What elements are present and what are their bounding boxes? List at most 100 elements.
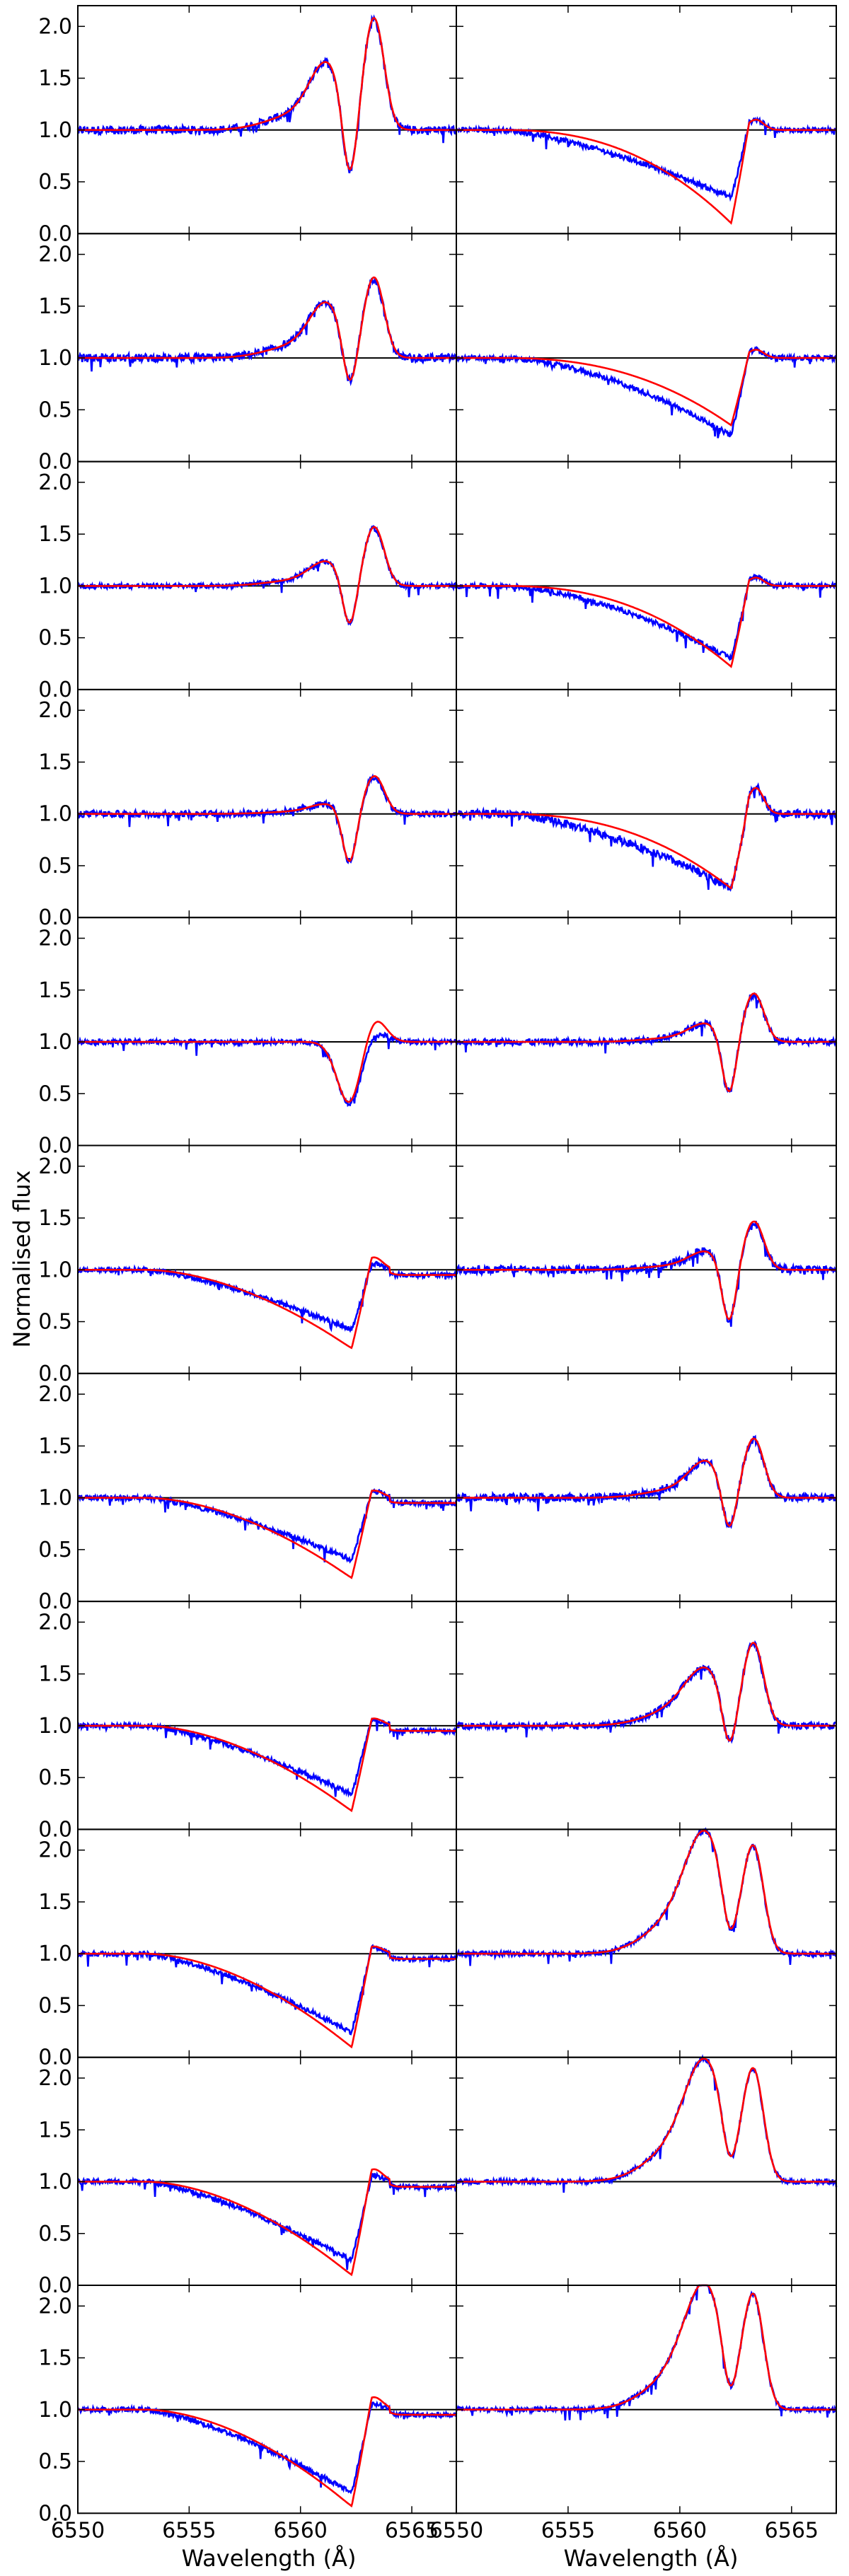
y-tick-label: 0.0 (38, 678, 72, 702)
model-spectrum-line (78, 1945, 456, 2049)
panel-r6-c0: 0.0 0.5 1.0 1.5 2.0 (38, 1372, 458, 1614)
model-spectrum-line (456, 576, 836, 668)
panel-frame (77, 1601, 457, 1831)
panel-frame (456, 688, 837, 919)
panel-frame (77, 1144, 457, 1374)
y-tick-label: 1.0 (38, 802, 72, 827)
y-tick-label: 0.5 (38, 398, 72, 422)
panel-r7-c0: 0.0 0.5 1.0 1.5 2.0 (38, 1601, 457, 1842)
y-tick-label: 1.0 (38, 2398, 72, 2423)
panel-frame (456, 2285, 837, 2514)
y-tick-label: 1.5 (38, 1662, 72, 1687)
observed-spectrum-line (76, 2171, 458, 2270)
y-tick-label: 1.0 (38, 2170, 72, 2195)
y-tick-label: 1.0 (38, 1030, 72, 1055)
observed-spectrum-line (455, 573, 838, 661)
model-spectrum-line (78, 276, 456, 381)
panel-frame (77, 688, 457, 919)
y-tick-label: 0.5 (38, 1310, 72, 1335)
model-spectrum-line (456, 787, 836, 890)
y-tick-label: 1.0 (38, 1942, 72, 1966)
panel-r3-c1 (455, 688, 837, 919)
y-tick-label: 0.0 (38, 1362, 72, 1386)
panel-frame (77, 1828, 457, 2058)
y-tick-label: 2.0 (38, 470, 72, 495)
y-tick-label: 0.0 (38, 221, 72, 246)
y-tick-label: 0.0 (38, 2273, 72, 2298)
panel-frame (456, 917, 837, 1147)
y-tick-label: 0.0 (38, 1589, 72, 1614)
y-tick-label: 0.0 (38, 905, 72, 930)
y-tick-label: 1.5 (38, 1434, 72, 1458)
model-spectrum-line (78, 526, 456, 624)
model-spectrum-line (78, 2396, 456, 2508)
y-tick-label: 1.5 (38, 978, 72, 1003)
y-tick-label: 0.0 (38, 1134, 72, 1159)
y-axis-label: Normalised flux (8, 1171, 35, 1348)
observed-spectrum-line (76, 773, 458, 864)
y-tick-label: 2.0 (38, 14, 72, 39)
y-tick-label: 0.0 (38, 1817, 72, 1842)
y-tick-label: 0.5 (38, 1993, 72, 2018)
model-spectrum-line (456, 1437, 836, 1527)
x-axis-label-left: Wavelength (Å) (182, 2545, 357, 2572)
y-tick-label: 1.5 (38, 750, 72, 774)
observed-spectrum-line (76, 14, 458, 173)
y-tick-label: 0.5 (38, 1081, 72, 1106)
model-spectrum-line (78, 1717, 456, 1813)
panel-r10-c1: 6550 6555 6560 6565 (429, 2284, 838, 2543)
model-spectrum-line (78, 2168, 456, 2277)
model-spectrum-line (456, 1220, 836, 1321)
model-spectrum-line (78, 774, 456, 862)
panel-r5-c1 (456, 1144, 838, 1374)
y-tick-label: 1.0 (38, 574, 72, 598)
x-tick-label: 6555 (162, 2518, 216, 2543)
y-tick-label: 1.0 (38, 1714, 72, 1739)
y-tick-label: 1.5 (38, 294, 72, 319)
y-tick-label: 1.0 (38, 1486, 72, 1511)
y-tick-label: 2.0 (38, 1154, 72, 1179)
panel-r2-c1 (455, 460, 838, 690)
y-tick-label: 2.0 (38, 698, 72, 723)
model-spectrum-line (456, 1829, 836, 1955)
panel-r2-c0: 0.0 0.5 1.0 1.5 2.0 (38, 460, 458, 702)
y-tick-label: 1.5 (38, 1890, 72, 1915)
panel-frame (77, 1372, 457, 1603)
y-tick-label: 0.5 (38, 1538, 72, 1562)
model-spectrum-line (456, 349, 836, 427)
y-tick-label: 2.0 (38, 2066, 72, 2091)
model-spectrum-line (78, 1021, 456, 1103)
y-tick-label: 1.5 (38, 2118, 72, 2142)
model-spectrum-line (456, 2058, 836, 2183)
panel-r4-c0: 0.0 0.5 1.0 1.5 2.0 (38, 917, 458, 1159)
y-tick-label: 0.5 (38, 626, 72, 651)
x-tick-label: 6565 (385, 2518, 439, 2543)
x-tick-label: 6555 (541, 2518, 595, 2543)
y-tick-label: 0.0 (38, 2501, 72, 2526)
panel-frame (456, 460, 837, 690)
model-spectrum-line (78, 1256, 456, 1350)
model-spectrum-line (456, 992, 836, 1093)
model-spectrum-line (456, 2284, 836, 2411)
panel-frame (456, 1372, 837, 1603)
panel-r9-c1 (455, 2054, 838, 2286)
model-spectrum-line (78, 17, 456, 171)
panel-r6-c1 (455, 1372, 838, 1603)
model-spectrum-line (78, 1489, 456, 1579)
y-tick-label: 1.5 (38, 2346, 72, 2371)
panel-r3-c0: 0.0 0.5 1.0 1.5 2.0 (38, 688, 458, 930)
x-axis-label-right: Wavelength (Å) (564, 2545, 739, 2572)
y-tick-label: 1.5 (38, 66, 72, 91)
panel-r9-c0: 0.0 0.5 1.0 1.5 2.0 (38, 2056, 458, 2298)
observed-spectrum-line (456, 116, 837, 202)
panel-r8-c1 (455, 1827, 838, 2058)
panel-r0-c1 (456, 5, 837, 235)
observed-spectrum-line (455, 345, 837, 439)
x-tick-label: 6560 (274, 2518, 328, 2543)
panel-group: 0.00.51.01.52.00.00.51.01.52.00.00.51.01… (38, 5, 838, 2543)
y-tick-label: 0.5 (38, 2449, 72, 2474)
panel-frame (456, 1144, 837, 1374)
y-tick-label: 2.0 (38, 1610, 72, 1635)
panel-r5-c0: 0.0 0.5 1.0 1.5 2.0 (38, 1144, 458, 1386)
y-tick-label: 2.0 (38, 1382, 72, 1407)
